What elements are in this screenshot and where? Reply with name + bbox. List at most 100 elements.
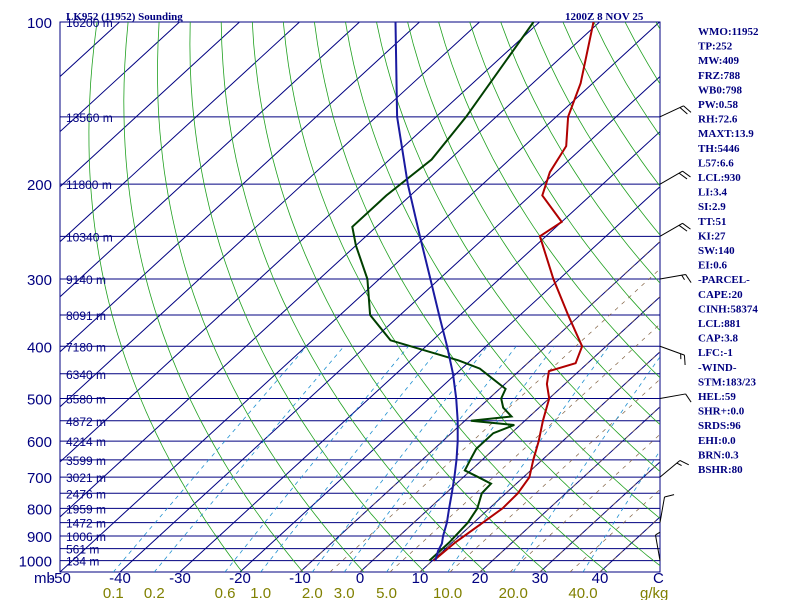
sounding-traces (351, 22, 595, 562)
mixing-ratio-line (447, 346, 610, 572)
wind-barb-half (655, 531, 661, 536)
index-value: MW:409 (698, 55, 739, 67)
wind-barb-half (680, 353, 682, 360)
index-value: FRZ:788 (698, 70, 741, 82)
mixing-ratio-tick-label: 10.0 (433, 585, 462, 600)
wind-barb-staff (659, 222, 683, 237)
temperature-tick-label: 30 (532, 570, 549, 587)
index-value: -PARCEL- (698, 274, 750, 286)
mixing-ratio-line (512, 356, 660, 572)
height-label: 5580 m (66, 392, 106, 406)
index-value: LFC:-1 (698, 347, 733, 359)
valid-time: 1200Z 8 NOV 25 (565, 11, 644, 23)
height-label: 134 m (66, 555, 99, 569)
isotherm-line (60, 22, 180, 133)
index-value: SHR+:0.0 (698, 406, 745, 418)
isotherm-line (239, 186, 660, 572)
indices-panel: WMO:11952 TP:252 MW:409 FRZ:788 WB0:798 PW:0.… (698, 26, 759, 476)
moist-adiabat (299, 240, 660, 572)
chart-grid (0, 22, 800, 572)
mixing-ratio-line (224, 346, 409, 572)
wind-barb-staff (659, 345, 685, 356)
wind-barb (659, 494, 675, 523)
isotherm-line (0, 22, 60, 572)
isotherm-line (60, 22, 360, 298)
parcel-trace (394, 22, 459, 561)
index-value: LCL:930 (698, 172, 741, 184)
temperature-tick-label: -40 (109, 570, 131, 587)
wind-barb-staff (659, 393, 686, 399)
height-label: 9140 m (66, 273, 106, 287)
mixing-ratio-line (153, 346, 345, 572)
temperature-tick-label: 20 (472, 570, 489, 587)
height-label: 3021 m (66, 471, 106, 485)
index-value: CAP:3.8 (698, 333, 739, 345)
wind-barb-flag (683, 355, 686, 366)
dry-adiabat (157, 22, 365, 572)
index-value: TP:252 (698, 41, 733, 53)
wind-barb (659, 345, 686, 366)
index-value: CINH:58374 (698, 303, 758, 315)
wind-barb-flag (679, 459, 689, 466)
dry-adiabat (780, 22, 800, 572)
wind-barbs (654, 105, 692, 561)
mixing-ratio-line (112, 346, 307, 572)
mixing-ratio-tick-label: 0.1 (103, 585, 124, 600)
temperature-tick-label: -50 (49, 570, 71, 587)
wind-barb (659, 459, 689, 478)
pressure-tick-label: 100 (27, 15, 52, 32)
wind-barb-staff (654, 534, 661, 561)
dry-adiabat (282, 22, 608, 572)
index-value: SW:140 (698, 245, 735, 257)
wind-barb (659, 105, 692, 118)
mixing-ratio-tick-label: 20.0 (499, 585, 528, 600)
wind-barb-staff (659, 273, 686, 280)
dry-adiabat (251, 22, 547, 572)
index-value: HEL:59 (698, 391, 736, 403)
height-label: 6340 m (66, 368, 106, 382)
isotherm-line (179, 130, 660, 572)
wind-barb (654, 531, 661, 561)
temperature-tick-label: -10 (289, 570, 311, 587)
isotherm-line (119, 75, 660, 572)
height-label: 7180 m (66, 340, 106, 354)
wind-barb-flag (678, 172, 688, 180)
station-title: LK952 (11952) Sounding (66, 11, 183, 23)
dry-adiabat (376, 22, 660, 472)
dry-adiabat (189, 22, 425, 572)
wind-barb-flag (678, 224, 688, 232)
height-label: 11800 m (66, 178, 112, 192)
index-value: EHI:0.0 (698, 435, 736, 447)
wind-barb-flag (682, 170, 691, 178)
temperature-tick-label: -30 (169, 570, 191, 587)
wind-barb-flag (664, 494, 675, 498)
moist-adiabat (359, 296, 660, 572)
index-value: WMO:11952 (698, 26, 759, 38)
index-value: EI:0.6 (698, 260, 728, 272)
height-label: 16200 m (66, 16, 113, 30)
pressure-tick-label: 700 (27, 470, 52, 487)
index-value: -WIND- (698, 362, 737, 374)
wind-barb-flag (679, 107, 688, 115)
pressure-tick-label: 900 (27, 529, 52, 546)
index-value: TH:5446 (698, 143, 740, 155)
isotherm-line (60, 22, 540, 463)
index-value: STM:183/23 (698, 376, 757, 388)
index-value: BSHR:80 (698, 464, 743, 476)
isotherm-line (60, 22, 420, 353)
wind-barb-half (676, 462, 682, 467)
isotherm-line (60, 22, 660, 572)
index-value: RH:72.6 (698, 114, 738, 126)
pressure-tick-label: 800 (27, 501, 52, 518)
height-label: 2476 m (66, 487, 106, 501)
moist-adiabat (329, 268, 660, 572)
mixing-ratio-tick-label: 0.2 (144, 585, 165, 600)
dry-adiabat (438, 22, 660, 379)
isotherm-line (60, 22, 600, 518)
index-value: SRDS:96 (698, 420, 741, 432)
isotherm-line (60, 22, 300, 243)
dry-adiabat (220, 22, 486, 572)
wind-barb-half (681, 274, 685, 280)
